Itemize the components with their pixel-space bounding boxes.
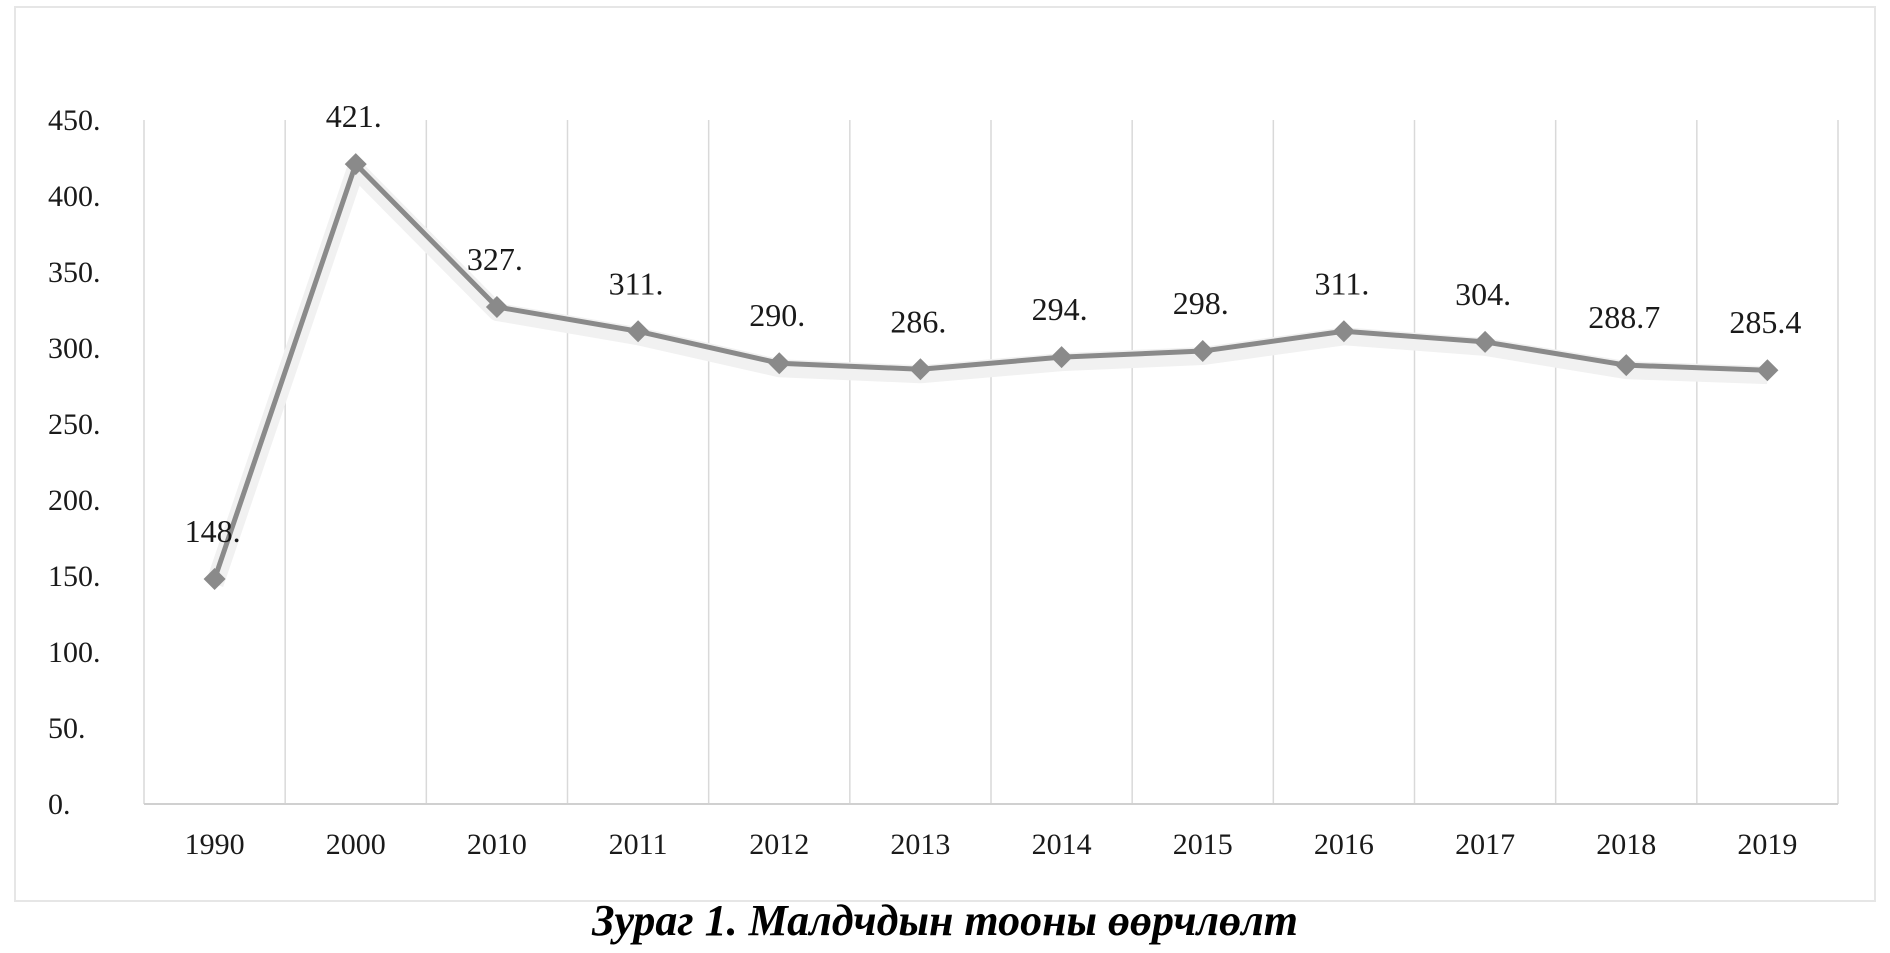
data-label: 286.: [890, 303, 946, 339]
chart-frame: [14, 6, 1876, 902]
data-label: 298.: [1173, 285, 1229, 321]
x-axis-tick-label: 2000: [326, 828, 386, 861]
y-axis-tick-label: 50.: [48, 712, 86, 745]
data-label: 311.: [609, 265, 664, 301]
y-axis-tick-label: 150.: [48, 560, 101, 593]
x-axis-tick-label: 2010: [467, 828, 527, 861]
data-point-marker: [485, 295, 508, 318]
x-axis-tick-label: 2014: [1032, 828, 1092, 861]
data-point-marker: [1050, 346, 1073, 369]
y-axis-tick-label: 450.: [48, 104, 101, 137]
y-axis-tick-label: 0.: [48, 788, 71, 821]
x-axis-tick-label: 2019: [1737, 828, 1797, 861]
data-point-marker: [1332, 320, 1355, 343]
data-point-marker: [1474, 330, 1497, 353]
series-line-shadow: [206, 160, 1768, 587]
data-point-marker: [909, 358, 932, 381]
y-axis-tick-label: 200.: [48, 484, 101, 517]
data-label: 285.4: [1729, 304, 1801, 340]
y-axis-tick-label: 250.: [48, 408, 101, 441]
x-axis-tick-label: 2011: [609, 828, 668, 861]
marker-layer: [203, 153, 1779, 591]
data-point-marker: [344, 153, 367, 176]
data-point-marker: [1756, 359, 1779, 382]
data-label: 311.: [1315, 265, 1370, 301]
data-label: 290.: [749, 297, 805, 333]
y-axis-tick-label: 350.: [48, 256, 101, 289]
x-axis-tick-label: 2016: [1314, 828, 1374, 861]
line-chart: 0. 50. 100. 150. 200. 250. 300. 350. 400. 450. 19…: [48, 98, 1839, 861]
data-point-marker: [627, 320, 650, 343]
series-layer: [206, 160, 1770, 587]
data-point-marker: [203, 568, 226, 591]
series-line: [212, 161, 1770, 582]
figure-caption: Зураг 1. Малдчдын тооны өөрчлөлт: [592, 896, 1298, 945]
data-point-marker: [768, 352, 791, 375]
x-axis-tick-labels: 1990 2000 2010 2011 2012 2013 2014 2015 2016 2017…: [185, 828, 1798, 861]
data-point-marker: [1191, 340, 1214, 363]
data-label: 327.: [467, 241, 523, 277]
y-axis-tick-label: 300.: [48, 332, 101, 365]
x-axis-tick-label: 2015: [1173, 828, 1233, 861]
data-point-marker: [1615, 354, 1638, 377]
data-label: 294.: [1032, 291, 1088, 327]
data-label: 288.7: [1588, 299, 1660, 335]
x-axis-tick-label: 2017: [1455, 828, 1515, 861]
y-axis-tick-label: 400.: [48, 180, 101, 213]
x-axis-tick-label: 2013: [890, 828, 950, 861]
y-axis-tick-labels: 0. 50. 100. 150. 200. 250. 300. 350. 400. 450.: [48, 104, 101, 821]
data-label: 304.: [1455, 276, 1511, 312]
x-axis-tick-label: 1990: [185, 828, 245, 861]
grid-layer: [143, 120, 1839, 804]
x-axis-tick-label: 2018: [1596, 828, 1656, 861]
y-axis-tick-label: 100.: [48, 636, 101, 669]
x-axis-tick-label: 2012: [749, 828, 809, 861]
data-label: 148.: [185, 513, 241, 549]
data-label: 421.: [326, 98, 382, 134]
data-label-layer: 148. 421. 327. 311. 290. 286. 294. 298. 311. 304.…: [185, 98, 1802, 549]
